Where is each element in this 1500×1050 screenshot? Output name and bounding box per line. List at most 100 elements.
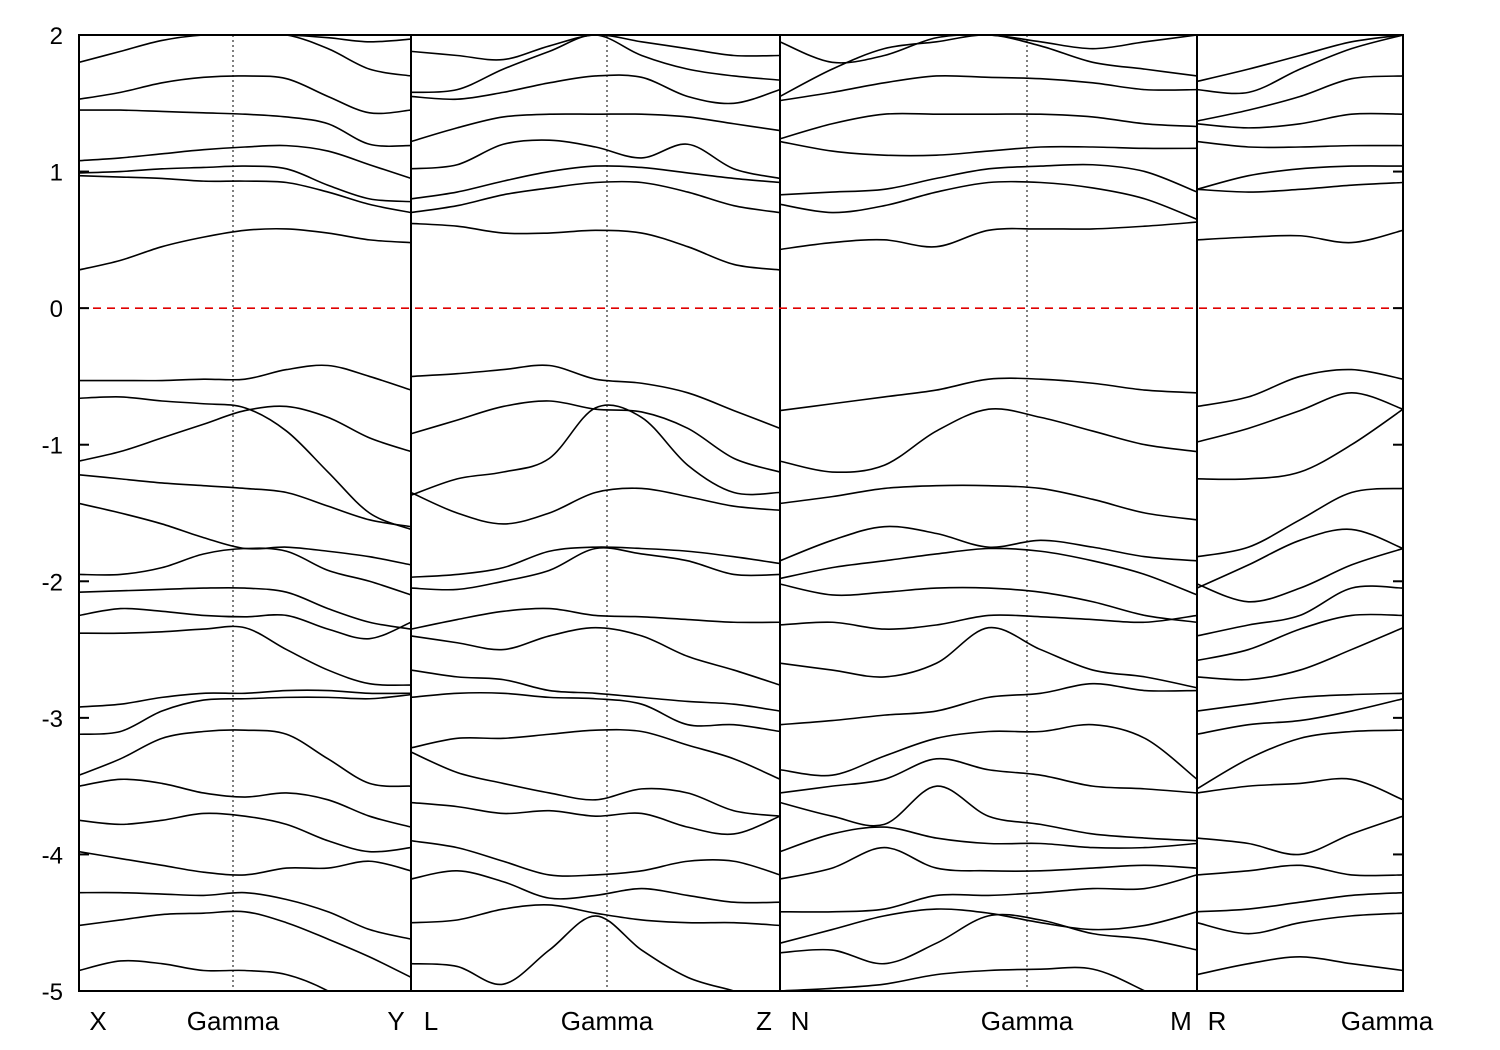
band-line xyxy=(410,35,781,61)
band-line xyxy=(779,826,1198,853)
band-line xyxy=(1196,35,1403,83)
band-line xyxy=(1196,75,1403,122)
band-line xyxy=(1196,912,1403,935)
band-line xyxy=(79,109,412,148)
band-line xyxy=(779,908,1198,944)
band-line xyxy=(79,959,330,991)
band-line xyxy=(79,174,412,214)
band-line xyxy=(779,74,1198,102)
x-tick-label: Gamma xyxy=(1341,1006,1434,1036)
band-line xyxy=(410,870,781,904)
bands-layer xyxy=(79,35,1403,991)
band-line xyxy=(779,723,1198,780)
y-tick-label: -2 xyxy=(42,569,63,596)
x-tick-label: Gamma xyxy=(981,1006,1074,1036)
band-line xyxy=(79,75,412,115)
band-line xyxy=(79,227,412,271)
y-tick-label: -1 xyxy=(42,433,63,460)
band-line xyxy=(1196,229,1403,244)
band-line xyxy=(410,626,781,686)
band-line xyxy=(410,607,781,630)
band-line xyxy=(1196,392,1403,443)
x-axis: X Gamma Y L Gamma Z N Gamma M R Gamma xyxy=(89,1006,1433,1036)
band-line xyxy=(79,625,412,687)
band-line xyxy=(79,144,412,180)
band-line xyxy=(79,396,412,531)
band-line xyxy=(410,139,781,180)
band-line xyxy=(79,473,412,528)
band-line xyxy=(779,757,1198,794)
x-tick-label: Gamma xyxy=(187,1006,280,1036)
x-tick-label: M xyxy=(1170,1006,1192,1036)
band-line xyxy=(410,751,781,817)
band-line xyxy=(1196,815,1403,856)
band-line xyxy=(779,140,1198,157)
band-line xyxy=(1196,729,1403,790)
band-line xyxy=(1196,528,1403,589)
band-line xyxy=(79,812,412,853)
band-line xyxy=(410,904,781,927)
band-line xyxy=(779,874,1198,913)
band-line xyxy=(779,966,1147,991)
band-line xyxy=(779,377,1198,412)
band-line xyxy=(779,682,1198,726)
band-line xyxy=(1196,140,1403,149)
band-line xyxy=(79,778,412,828)
band-line xyxy=(779,913,1198,965)
band-line xyxy=(1196,368,1403,408)
band-line xyxy=(1196,956,1403,976)
y-tick-label: 0 xyxy=(50,296,63,323)
band-line xyxy=(79,405,412,462)
x-tick-label: X xyxy=(89,1006,106,1036)
y-tick-label: -4 xyxy=(42,842,63,869)
band-line xyxy=(410,839,781,877)
band-line xyxy=(1196,626,1403,681)
band-line xyxy=(79,693,412,736)
band-line xyxy=(779,221,1198,251)
band-line xyxy=(410,113,781,143)
y-axis: -5 -4 -3 -2 -1 0 1 2 xyxy=(42,23,1403,1006)
band-line xyxy=(779,614,1198,630)
band-line xyxy=(1196,864,1403,877)
band-line xyxy=(1196,165,1403,191)
band-line xyxy=(410,165,781,200)
band-line xyxy=(779,547,1198,596)
band-line xyxy=(410,400,781,473)
band-line xyxy=(79,586,412,630)
band-line xyxy=(1196,408,1403,481)
band-line xyxy=(1196,487,1403,558)
band-line xyxy=(410,915,737,991)
band-line xyxy=(79,364,412,391)
band-line xyxy=(410,222,781,271)
x-tick-label: N xyxy=(791,1006,810,1036)
band-line xyxy=(779,583,1198,624)
band-line xyxy=(1196,891,1403,913)
band-line xyxy=(1196,777,1403,801)
x-tick-label: Z xyxy=(756,1006,772,1036)
band-line xyxy=(779,112,1198,140)
x-tick-label: R xyxy=(1208,1006,1227,1036)
band-line xyxy=(79,891,412,940)
band-line xyxy=(1196,181,1403,193)
band-line xyxy=(410,180,781,214)
band-line xyxy=(410,801,781,836)
band-line xyxy=(410,691,781,733)
band-line xyxy=(779,484,1198,521)
y-tick-label: -5 xyxy=(42,979,63,1006)
band-line xyxy=(779,785,1198,842)
band-line xyxy=(779,35,1198,64)
band-line xyxy=(779,846,1198,880)
band-line xyxy=(410,74,781,105)
y-tick-label: 2 xyxy=(50,23,63,50)
band-line xyxy=(410,669,781,712)
band-line xyxy=(79,165,412,203)
y-tick-label: 1 xyxy=(50,160,63,187)
band-line xyxy=(410,547,781,591)
band-line xyxy=(1196,613,1403,662)
band-line xyxy=(410,487,781,525)
band-line xyxy=(79,502,412,566)
band-line xyxy=(1196,547,1403,603)
x-tick-label: L xyxy=(424,1006,438,1036)
band-line xyxy=(410,546,781,578)
